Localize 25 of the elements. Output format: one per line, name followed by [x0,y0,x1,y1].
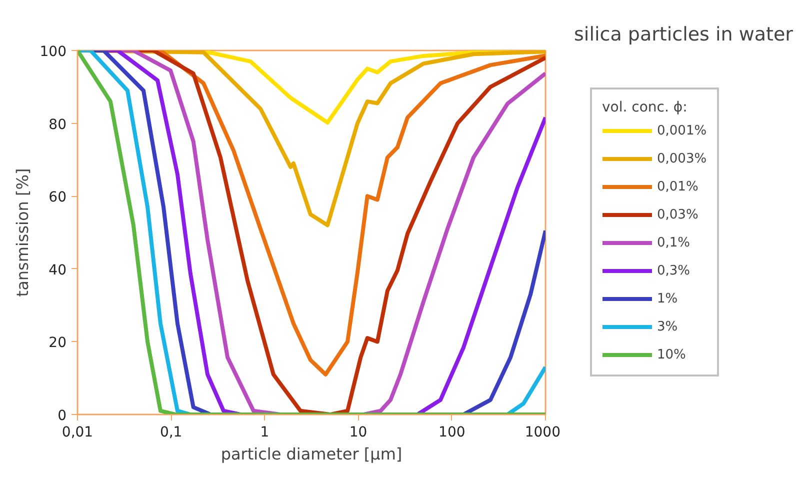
y-tick-label: 0 [58,408,67,424]
legend-label: 10% [657,347,686,362]
legend-label: 0,3% [657,263,690,278]
x-tick-label: 0,01 [62,424,94,440]
y-tick-label: 20 [48,335,67,352]
legend-label: 3% [657,319,678,334]
y-axis-title: tansmission [%] [12,168,32,297]
y-tick-label: 80 [48,116,67,133]
x-axis-title: particle diameter [µm] [220,444,402,464]
legend-label: 0,03% [657,207,698,222]
x-tick-label: 100 [438,424,466,440]
y-tick-label: 100 [40,44,67,60]
x-tick-label: 0,1 [160,424,182,440]
legend-label: 1% [657,291,678,306]
x-tick-label: 1 [260,424,270,440]
text: silica particles in water [574,24,794,46]
legend-title: vol. conc. ϕ: [602,100,688,116]
y-tick-label: 40 [48,262,67,278]
legend-label: 0,003% [657,151,707,166]
legend-label: 0,001% [657,123,707,138]
x-tick-label: 10 [349,424,368,440]
y-tick-label: 60 [48,190,67,206]
legend-label: 0,1% [657,235,690,250]
x-tick-label: 1000 [524,424,561,440]
legend-label: 0,01% [657,179,698,194]
